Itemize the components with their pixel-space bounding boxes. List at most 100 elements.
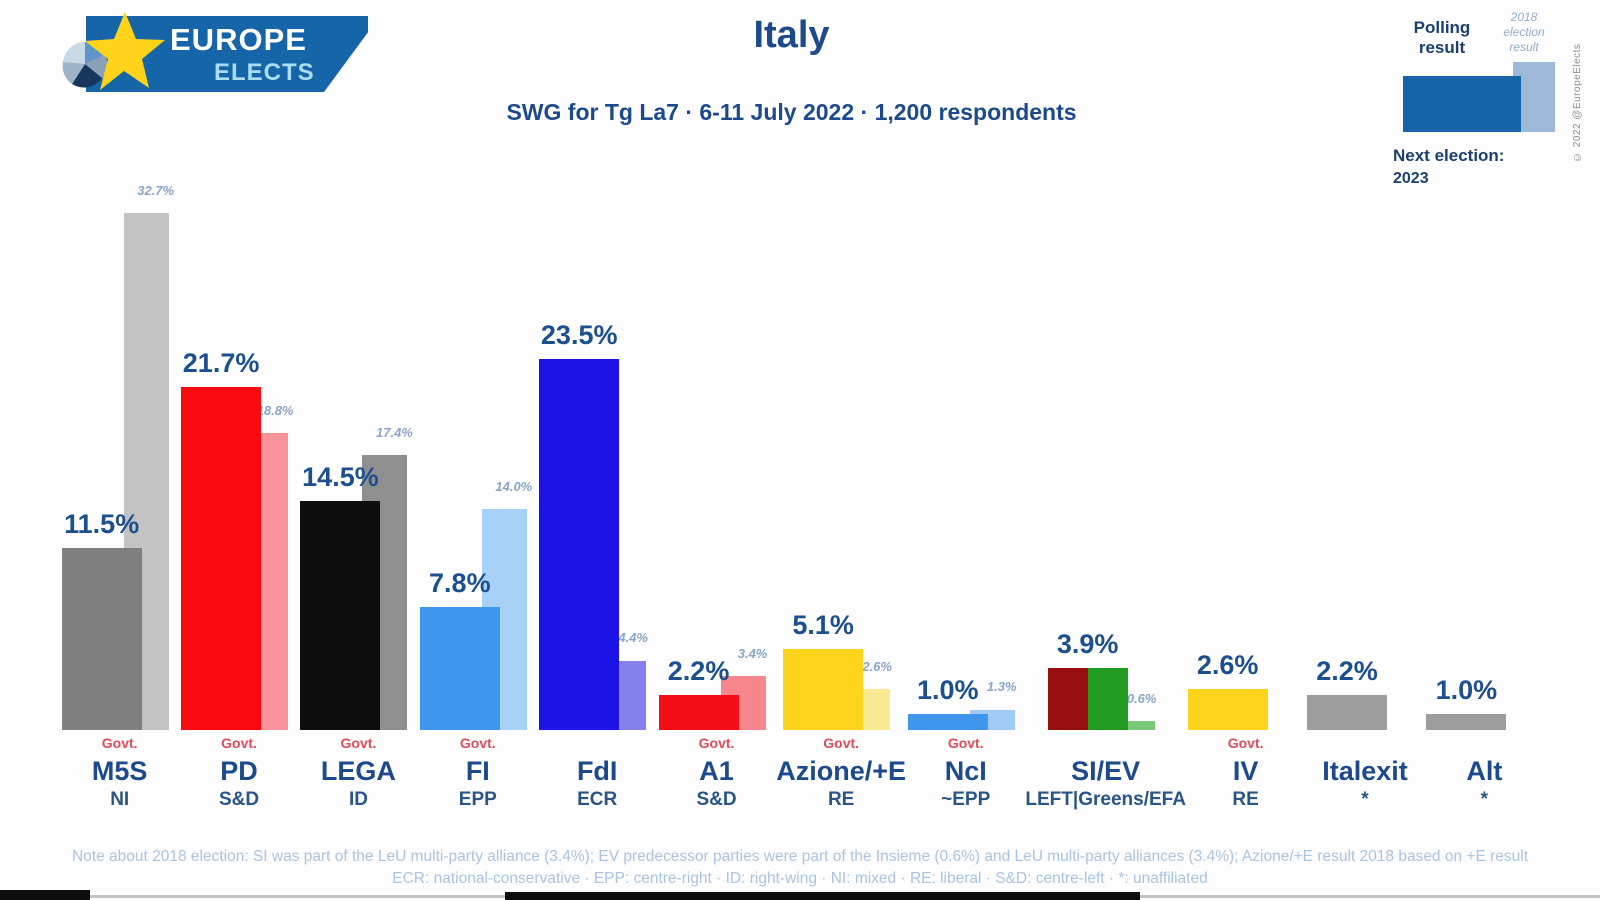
polling-bar <box>539 358 620 730</box>
party-abbr: FdI <box>576 756 618 786</box>
govt-badge: Govt. <box>459 735 496 751</box>
party-abbr: PD <box>220 756 258 786</box>
polling-bar <box>1426 714 1507 730</box>
copyright-note: © 2022 @EuropeElects <box>1572 43 1583 162</box>
polling-bar <box>907 714 988 730</box>
polling-value: 21.7% <box>182 348 260 379</box>
bar-area: 18.8% 21.7% <box>179 170 298 730</box>
legend: Polling result 2018 election result Next… <box>1393 10 1568 187</box>
party-label-block: Govt. Azione/+E RE <box>776 730 906 813</box>
party-column-10: 2.6% Govt. IV RE <box>1186 170 1305 860</box>
footer-notes: Note about 2018 election: SI was part of… <box>0 846 1600 890</box>
europe-elects-logo: EUROPE ELECTS <box>62 12 368 92</box>
party-abbr: Azione/+E <box>776 756 907 786</box>
party-label-block: SI/EV LEFT|Greens/EFA <box>1025 730 1186 813</box>
polling-value: 7.8% <box>429 567 491 598</box>
bar-area: 2.6% 5.1% <box>776 170 906 730</box>
govt-badge: Govt. <box>1227 735 1264 751</box>
legend-labels: Polling result 2018 election result <box>1393 10 1568 72</box>
polling-value: 5.1% <box>792 610 854 641</box>
brand-line2: ELECTS <box>214 59 315 86</box>
party-ep-group: LEFT|Greens/EFA <box>1025 789 1186 810</box>
party-label-block: Govt. A1 S&D <box>657 730 776 813</box>
party-column-1: 32.7% 11.5% Govt. M5S NI <box>60 170 179 860</box>
election-2018-bar <box>1109 720 1155 730</box>
footer-note-groups: ECR: national-conservative · EPP: centre… <box>392 870 1208 887</box>
party-abbr: M5S <box>91 756 148 786</box>
election-2018-value: 32.7% <box>137 183 175 199</box>
legend-polling-label: Polling result <box>1413 18 1471 57</box>
party-column-3: 17.4% 14.5% Govt. LEGA ID <box>299 170 418 860</box>
party-label-block: Govt. PD S&D <box>179 730 298 813</box>
title-block: Italy SWG for Tg La7 · 6-11 July 2022 · … <box>442 14 1142 126</box>
polling-bar <box>1307 695 1387 730</box>
govt-badge <box>538 735 657 756</box>
bar-area: 2.2% <box>1305 170 1424 730</box>
star-icon <box>85 12 165 90</box>
election-2018-value: 14.0% <box>495 478 533 494</box>
polling-bar <box>658 695 739 730</box>
polling-value: 2.2% <box>1316 656 1378 687</box>
logo-banner <box>86 16 368 92</box>
polling-value: 11.5% <box>64 509 140 540</box>
election-2018-value: 2.6% <box>862 658 892 674</box>
next-election-label: Next election: <box>1393 146 1505 165</box>
bar-area: 32.7% 11.5% <box>60 170 179 730</box>
election-2018-value: 3.4% <box>737 646 768 662</box>
chart-title: Italy <box>753 14 830 56</box>
election-2018-value: 1.3% <box>986 679 1017 695</box>
chart-subtitle: SWG for Tg La7 · 6-11 July 2022 · 1,200 … <box>506 99 1077 125</box>
party-ep-group: * <box>1480 789 1489 810</box>
party-abbr: FI <box>465 756 490 786</box>
polling-bar <box>1047 668 1128 730</box>
brand-line1: EUROPE <box>170 22 307 57</box>
party-label-block: Govt. LEGA ID <box>299 730 418 813</box>
party-abbr: Italexit <box>1322 756 1408 786</box>
polling-value: 1.0% <box>916 675 979 706</box>
party-ep-group: ~EPP <box>941 789 991 810</box>
party-column-12: 1.0% Alt * <box>1425 170 1544 860</box>
polling-bar <box>419 606 500 730</box>
party-ep-group: S&D <box>219 789 260 810</box>
bottom-scrubber-bar[interactable] <box>0 890 1600 900</box>
party-abbr: Alt <box>1466 756 1503 786</box>
polling-value: 14.5% <box>302 461 379 492</box>
election-2018-value: 0.6% <box>1126 690 1157 706</box>
govt-badge: Govt. <box>698 735 735 751</box>
polling-bar <box>61 548 142 730</box>
party-abbr: SI/EV <box>1071 756 1141 786</box>
govt-badge <box>1025 735 1186 756</box>
legend-election-label: 2018 election result <box>1503 10 1545 54</box>
party-label-block: Italexit * <box>1305 730 1424 813</box>
polling-value: 2.2% <box>667 656 730 687</box>
govt-badge: Govt. <box>947 735 984 751</box>
legend-polling-bar <box>1403 76 1521 132</box>
party-label-block: Govt. FI EPP <box>418 730 537 813</box>
bar-area: 2.6% <box>1186 170 1305 730</box>
govt-badge: Govt. <box>823 735 860 751</box>
bar-area: 4.4% 23.5% <box>538 170 657 730</box>
polling-bar <box>1187 688 1268 730</box>
pie-chart-icon <box>62 42 107 88</box>
bar-area: 0.6% 3.9% <box>1025 170 1186 730</box>
party-ep-group: ECR <box>577 789 618 810</box>
polling-bar <box>783 649 864 730</box>
govt-badge: Govt. <box>101 735 138 751</box>
bar-area: 14.0% 7.8% <box>418 170 537 730</box>
party-ep-group: ID <box>348 789 368 810</box>
election-2018-value: 17.4% <box>376 425 413 441</box>
party-column-4: 14.0% 7.8% Govt. FI EPP <box>418 170 537 860</box>
bar-area: 3.4% 2.2% <box>657 170 776 730</box>
legend-sample-bars <box>1393 62 1568 134</box>
bar-area: 1.3% 1.0% <box>906 170 1025 730</box>
bar-area: 17.4% 14.5% <box>299 170 418 730</box>
party-abbr: IV <box>1232 756 1259 786</box>
govt-badge <box>1305 735 1424 756</box>
party-ep-group: * <box>1361 789 1369 810</box>
party-column-2: 18.8% 21.7% Govt. PD S&D <box>179 170 298 860</box>
polling-value: 2.6% <box>1196 649 1259 680</box>
polling-value: 3.9% <box>1056 629 1119 660</box>
govt-badge: Govt. <box>340 735 377 751</box>
polling-bar <box>181 387 262 730</box>
